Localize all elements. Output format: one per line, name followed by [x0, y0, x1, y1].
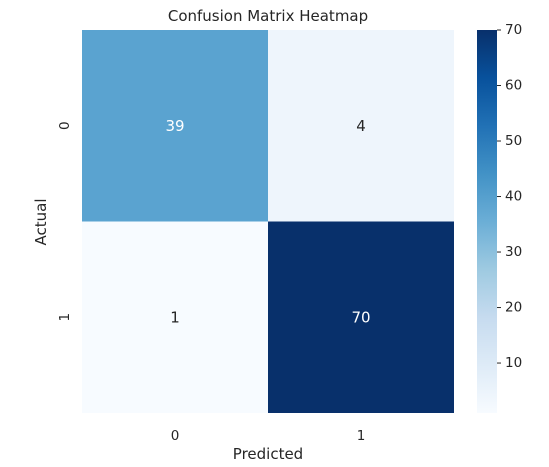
heatmap-cell-1-1 [268, 221, 454, 413]
y-tick-label: 1 [57, 313, 73, 322]
heatmap-cell-0-0 [82, 30, 268, 222]
colorbar-tick-label: 70 [505, 22, 522, 38]
heatmap-cells [82, 30, 454, 413]
colorbar-tick-label: 60 [505, 78, 522, 94]
cell-value-1-1: 70 [351, 308, 370, 326]
heatmap-cell-0-1 [268, 30, 454, 222]
x-tick-label: 1 [357, 428, 366, 444]
cell-value-0-1: 4 [356, 117, 366, 135]
y-tick-label: 0 [57, 121, 73, 130]
colorbar-tick-label: 50 [505, 133, 522, 149]
heatmap-cell-labels: 39 4 1 70 [165, 117, 370, 327]
colorbar-tick-label: 30 [505, 244, 522, 260]
colorbar [477, 30, 497, 413]
cell-value-0-0: 39 [165, 117, 184, 135]
y-axis-ticks: 01 [57, 121, 73, 321]
heatmap-cell-1-0 [82, 221, 268, 413]
colorbar-tick-label: 10 [505, 355, 522, 371]
colorbar-tick-label: 40 [505, 189, 522, 205]
colorbar-tick-label: 20 [505, 300, 522, 316]
cell-value-1-0: 1 [170, 308, 180, 326]
x-axis-label: Predicted [233, 445, 303, 463]
y-axis-label: Actual [32, 199, 50, 246]
x-tick-label: 0 [171, 428, 180, 444]
colorbar-ticks: 10 20 30 40 50 60 70 [497, 22, 522, 371]
chart-title: Confusion Matrix Heatmap [168, 7, 368, 25]
